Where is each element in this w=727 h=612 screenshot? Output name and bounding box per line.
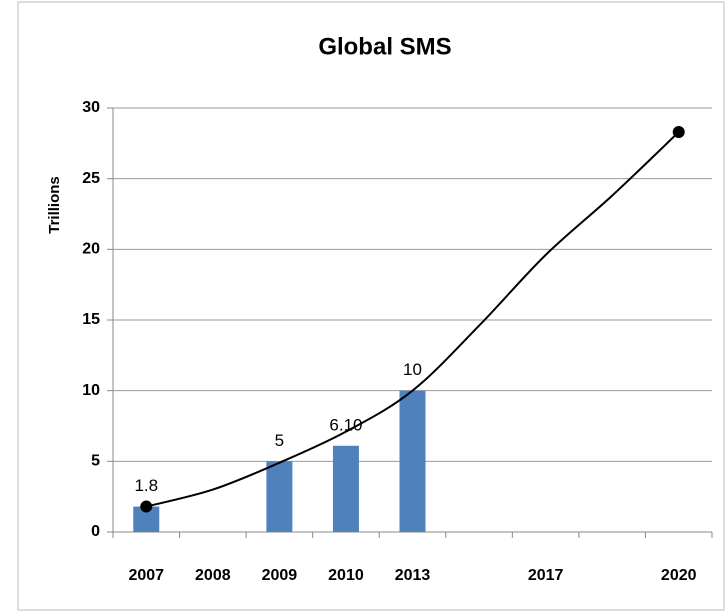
- x-tick-label: 2020: [661, 567, 697, 584]
- y-tick-label: 10: [82, 382, 100, 399]
- y-tick-label: 5: [91, 453, 100, 470]
- data-label: 10: [403, 360, 422, 379]
- data-label: 6.10: [329, 415, 362, 434]
- bar: [266, 461, 293, 532]
- trend-marker: [672, 126, 685, 139]
- trend-marker: [140, 500, 153, 513]
- y-tick-label: 25: [82, 170, 100, 187]
- y-tick-label: 30: [82, 99, 100, 116]
- data-label: 5: [275, 431, 284, 450]
- x-tick-label: 2008: [195, 567, 231, 584]
- data-label: 1.8: [134, 476, 158, 495]
- x-tick-label: 2013: [395, 567, 431, 584]
- x-tick-label: 2017: [528, 567, 564, 584]
- y-tick-label: 0: [91, 523, 100, 540]
- x-tick-label: 2007: [128, 567, 164, 584]
- x-tick-label: 2010: [328, 567, 364, 584]
- y-tick-label: 15: [82, 311, 100, 328]
- trend-line: [146, 131, 680, 508]
- chart-frame: [17, 1, 725, 611]
- y-tick-label: 20: [82, 241, 100, 258]
- x-tick-label: 2009: [262, 567, 298, 584]
- chart-title: Global SMS: [318, 33, 451, 60]
- bar: [399, 390, 426, 532]
- bar: [332, 445, 359, 532]
- y-axis-label: Trillions: [46, 176, 63, 234]
